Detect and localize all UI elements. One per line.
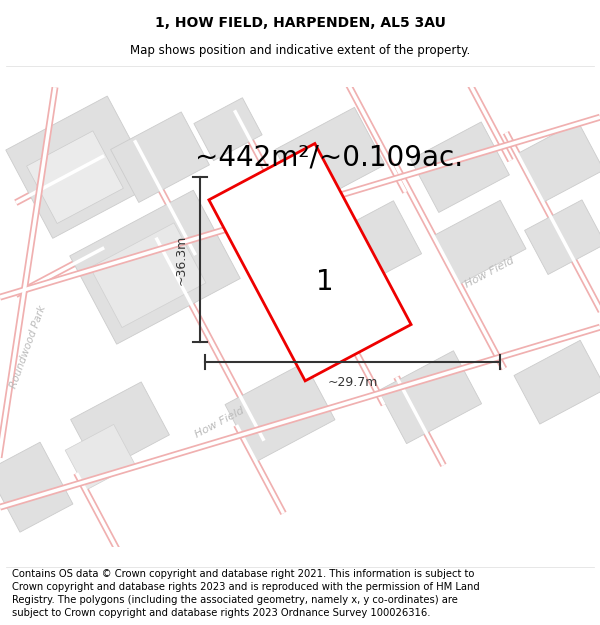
Polygon shape bbox=[225, 362, 335, 462]
Polygon shape bbox=[90, 223, 206, 328]
Polygon shape bbox=[0, 442, 73, 532]
Text: Contains OS data © Crown copyright and database right 2021. This information is : Contains OS data © Crown copyright and d… bbox=[12, 569, 480, 618]
Polygon shape bbox=[6, 96, 154, 238]
Polygon shape bbox=[524, 200, 600, 274]
Polygon shape bbox=[319, 201, 422, 294]
Polygon shape bbox=[209, 144, 411, 381]
Text: How Field: How Field bbox=[464, 255, 517, 289]
Text: 1: 1 bbox=[316, 268, 334, 296]
Text: ~442m²/~0.109ac.: ~442m²/~0.109ac. bbox=[195, 143, 463, 171]
Text: ~36.3m: ~36.3m bbox=[175, 234, 188, 285]
Polygon shape bbox=[71, 382, 169, 472]
Polygon shape bbox=[379, 351, 482, 444]
Polygon shape bbox=[410, 122, 509, 212]
Text: ~29.7m: ~29.7m bbox=[328, 376, 377, 389]
Text: How Field: How Field bbox=[194, 405, 247, 439]
Text: 1, HOW FIELD, HARPENDEN, AL5 3AU: 1, HOW FIELD, HARPENDEN, AL5 3AU bbox=[155, 16, 445, 29]
Polygon shape bbox=[26, 131, 124, 224]
Polygon shape bbox=[65, 424, 135, 490]
Text: Map shows position and indicative extent of the property.: Map shows position and indicative extent… bbox=[130, 44, 470, 57]
Text: Roundwood Park: Roundwood Park bbox=[8, 304, 47, 390]
Polygon shape bbox=[514, 340, 600, 424]
Polygon shape bbox=[110, 112, 209, 202]
Polygon shape bbox=[194, 98, 262, 161]
Polygon shape bbox=[70, 190, 240, 344]
Polygon shape bbox=[434, 200, 526, 284]
Polygon shape bbox=[275, 107, 385, 207]
Polygon shape bbox=[516, 121, 600, 203]
